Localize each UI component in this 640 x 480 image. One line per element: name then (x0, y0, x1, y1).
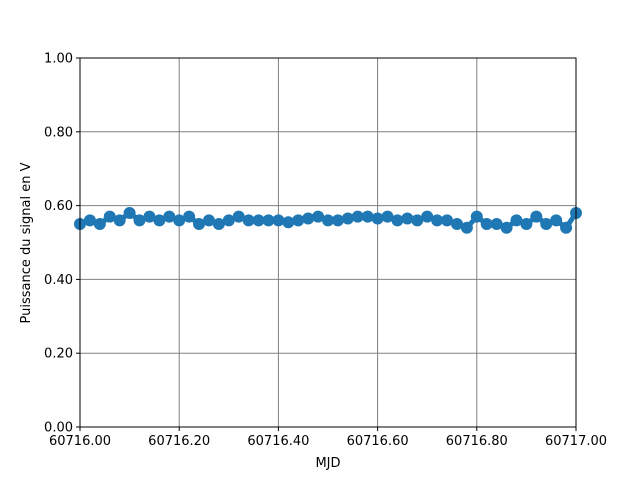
data-point (212, 218, 225, 231)
data-point (480, 218, 493, 231)
data-point (103, 210, 116, 223)
data-point (371, 212, 384, 225)
data-point (143, 210, 156, 223)
x-axis-label: MJD (315, 456, 340, 471)
data-point (202, 214, 215, 227)
data-point (530, 210, 543, 223)
data-point (113, 214, 126, 227)
data-point (292, 214, 305, 227)
data-point (183, 210, 196, 223)
y-tick-label: 0.20 (44, 347, 73, 362)
data-point (431, 214, 444, 227)
data-point (441, 214, 454, 227)
data-point (450, 218, 463, 231)
x-tick-label: 60717.00 (545, 434, 607, 449)
data-point (460, 221, 473, 234)
data-point (133, 214, 146, 227)
data-point (401, 212, 414, 225)
data-point (262, 214, 275, 227)
y-axis-label: Puissance du signal en V (19, 162, 34, 323)
y-tick-label: 0.60 (44, 199, 73, 214)
data-point (252, 214, 265, 227)
data-point (490, 218, 503, 231)
x-tick-label: 60716.00 (49, 434, 111, 449)
data-point (560, 221, 573, 234)
x-tick-label: 60716.80 (446, 434, 508, 449)
data-point (123, 206, 136, 219)
data-point (361, 210, 374, 223)
data-point (232, 210, 245, 223)
data-point (550, 214, 563, 227)
data-point (193, 218, 206, 231)
data-point (282, 216, 295, 229)
x-tick-label: 60716.40 (247, 434, 309, 449)
data-point (510, 214, 523, 227)
data-point (93, 218, 106, 231)
data-point (341, 212, 354, 225)
data-point (391, 214, 404, 227)
data-point (421, 210, 434, 223)
data-point (173, 214, 186, 227)
data-point (242, 214, 255, 227)
data-point (381, 210, 394, 223)
data-point (302, 212, 315, 225)
y-tick-label: 0.80 (44, 125, 73, 140)
data-point (312, 210, 325, 223)
data-point (272, 214, 285, 227)
y-tick-label: 1.00 (44, 52, 73, 67)
data-point (470, 210, 483, 223)
data-point (163, 210, 176, 223)
data-point (500, 221, 513, 234)
data-point (331, 214, 344, 227)
data-point (411, 214, 424, 227)
data-point (520, 218, 533, 231)
data-point (222, 214, 235, 227)
data-point (153, 214, 166, 227)
x-tick-label: 60716.20 (148, 434, 210, 449)
data-point (322, 214, 334, 227)
plot-frame (79, 57, 577, 428)
data-point (83, 214, 96, 227)
y-tick-label: 0.00 (44, 421, 73, 436)
x-tick-label: 60716.60 (347, 434, 409, 449)
y-tick-label: 0.40 (44, 273, 73, 288)
data-point (540, 218, 553, 231)
data-point (351, 210, 364, 223)
